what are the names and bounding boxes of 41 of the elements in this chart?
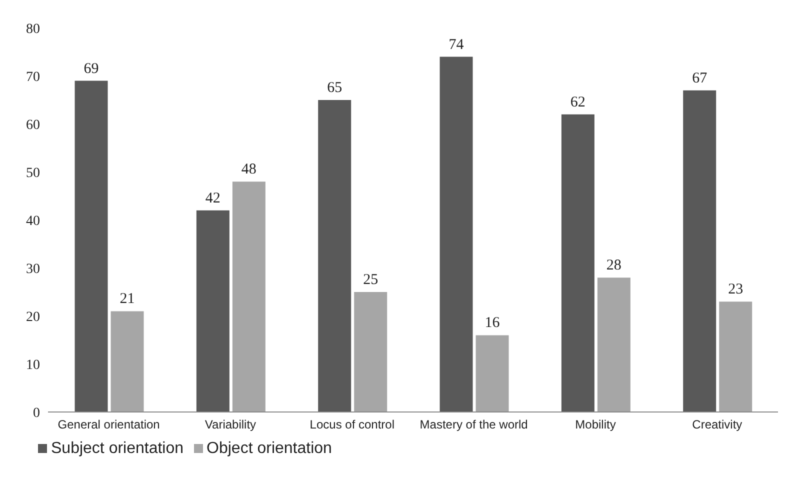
bar	[440, 56, 473, 412]
x-tick-label: Creativity	[692, 418, 742, 432]
data-label: 65	[327, 80, 342, 96]
bar	[74, 80, 108, 412]
y-tick-label: 20	[26, 310, 40, 325]
x-tick-label: Mastery of the world	[420, 418, 528, 432]
data-label: 16	[484, 315, 500, 332]
x-tick-label: Locus of control	[310, 418, 395, 432]
data-label: 42	[205, 190, 220, 206]
data-label: 62	[570, 94, 586, 110]
legend-label: Subject orientation	[51, 440, 184, 457]
x-tick-label: General orientation	[58, 418, 160, 432]
data-label: 69	[84, 60, 99, 77]
y-tick-label: 40	[26, 214, 40, 229]
legend-label: Object orientation	[206, 440, 332, 457]
bar	[683, 90, 716, 412]
data-label: 67	[692, 70, 708, 86]
x-tick-label: Variability	[204, 418, 256, 432]
data-label: 28	[606, 258, 622, 274]
data-label: 48	[241, 162, 256, 178]
data-label: 25	[363, 272, 378, 288]
bar	[354, 292, 388, 412]
bar	[110, 311, 144, 412]
bar	[561, 114, 594, 412]
bar	[196, 210, 230, 412]
y-tick-label: 80	[26, 22, 40, 37]
bar	[597, 278, 630, 412]
y-tick-label: 30	[26, 262, 40, 277]
x-tick-label: Mobility	[575, 418, 616, 432]
data-label: 74	[448, 36, 464, 53]
bar	[232, 182, 266, 412]
bar	[476, 335, 509, 412]
y-tick-label: 10	[26, 358, 40, 373]
y-tick-label: 60	[26, 118, 40, 133]
y-tick-label: 50	[26, 166, 40, 181]
bar	[719, 302, 752, 412]
bar	[318, 100, 352, 412]
data-label: 21	[120, 291, 135, 308]
y-tick-label: 0	[33, 406, 40, 421]
y-tick-label: 70	[26, 70, 40, 85]
data-label: 23	[728, 282, 744, 298]
